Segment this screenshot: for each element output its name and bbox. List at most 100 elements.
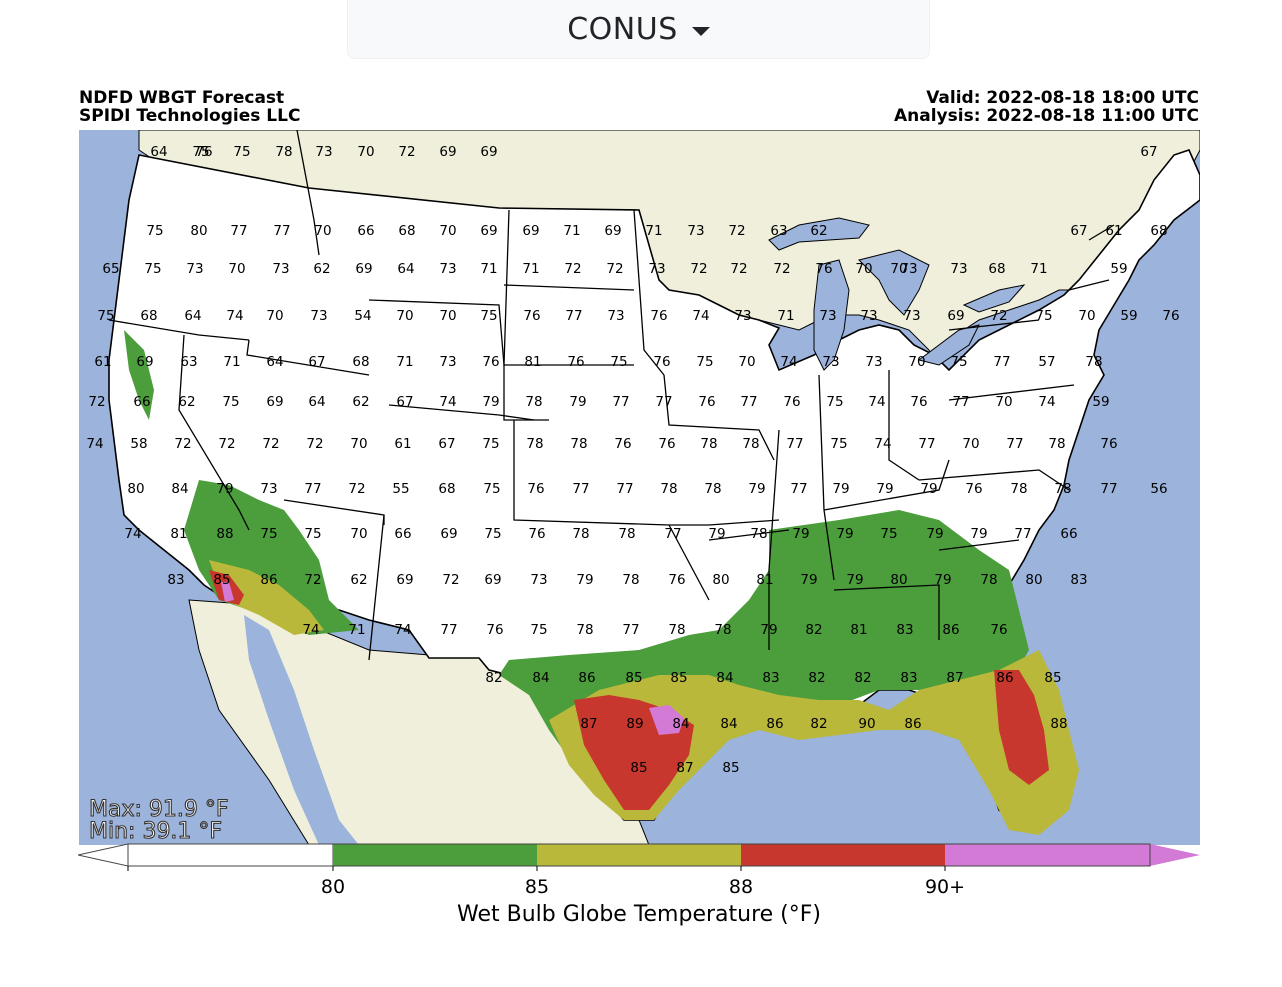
station-value: 84 bbox=[532, 670, 549, 686]
station-value: 77 bbox=[664, 526, 681, 542]
station-value: 55 bbox=[392, 481, 409, 497]
station-value: 80 bbox=[712, 572, 729, 588]
colorbar-tick-85: 85 bbox=[525, 876, 549, 898]
lake-superior bbox=[768, 217, 870, 251]
station-value: 74 bbox=[439, 394, 456, 410]
station-value: 79 bbox=[920, 481, 937, 497]
station-value: 76 bbox=[614, 436, 631, 452]
map-header-right: Valid: 2022-08-18 18:00 UTC Analysis: 20… bbox=[894, 89, 1199, 125]
station-value: 83 bbox=[167, 572, 184, 588]
station-value: 86 bbox=[942, 622, 959, 638]
station-value: 69 bbox=[947, 308, 964, 324]
station-value: 76 bbox=[195, 144, 212, 160]
station-value: 64 bbox=[397, 261, 414, 277]
station-value: 70 bbox=[995, 394, 1012, 410]
valid-time: Valid: 2022-08-18 18:00 UTC bbox=[926, 88, 1199, 108]
station-value: 79 bbox=[876, 481, 893, 497]
station-value: 79 bbox=[934, 572, 951, 588]
station-value: 85 bbox=[722, 760, 739, 776]
station-value: 65 bbox=[102, 261, 119, 277]
station-value: 78 bbox=[714, 622, 731, 638]
red-zone-florida bbox=[994, 670, 1049, 785]
colorbar-tick-80: 80 bbox=[321, 876, 345, 898]
station-value: 80 bbox=[127, 481, 144, 497]
station-value: 87 bbox=[946, 670, 963, 686]
station-value: 72 bbox=[306, 436, 323, 452]
station-value: 76 bbox=[815, 261, 832, 277]
station-value: 86 bbox=[766, 716, 783, 732]
station-value: 82 bbox=[810, 716, 827, 732]
station-value: 61 bbox=[394, 436, 411, 452]
olive-zone-gulf bbox=[549, 650, 1079, 835]
station-value: 75 bbox=[260, 526, 277, 542]
station-value: 58 bbox=[130, 436, 147, 452]
station-value: 63 bbox=[180, 354, 197, 370]
station-value: 73 bbox=[439, 354, 456, 370]
station-value: 73 bbox=[865, 354, 882, 370]
station-value: 72 bbox=[174, 436, 191, 452]
station-value: 78 bbox=[572, 526, 589, 542]
station-value: 77 bbox=[612, 394, 629, 410]
station-value: 75 bbox=[144, 261, 161, 277]
colorbar-segment-green bbox=[333, 844, 537, 866]
station-value: 72 bbox=[606, 261, 623, 277]
station-value: 69 bbox=[396, 572, 413, 588]
station-value: 72 bbox=[88, 394, 105, 410]
station-value: 68 bbox=[1150, 223, 1167, 239]
station-value: 81 bbox=[850, 622, 867, 638]
station-value: 75 bbox=[480, 308, 497, 324]
station-value: 77 bbox=[790, 481, 807, 497]
map-header-left: NDFD WBGT Forecast SPIDI Technologies LL… bbox=[79, 89, 300, 125]
station-value: 73 bbox=[734, 308, 751, 324]
station-value: 72 bbox=[218, 436, 235, 452]
station-value: 75 bbox=[880, 526, 897, 542]
station-value: 69 bbox=[440, 526, 457, 542]
colorbar-tick-88: 88 bbox=[729, 876, 753, 898]
station-value: 77 bbox=[1100, 481, 1117, 497]
station-value: 85 bbox=[1044, 670, 1061, 686]
station-value: 84 bbox=[171, 481, 188, 497]
station-value: 78 bbox=[980, 572, 997, 588]
station-value: 83 bbox=[896, 622, 913, 638]
station-value: 72 bbox=[564, 261, 581, 277]
station-value: 77 bbox=[440, 622, 457, 638]
station-value: 70 bbox=[855, 261, 872, 277]
station-value: 77 bbox=[304, 481, 321, 497]
station-value: 71 bbox=[563, 223, 580, 239]
station-value: 75 bbox=[482, 436, 499, 452]
station-value: 79 bbox=[708, 526, 725, 542]
station-value: 79 bbox=[576, 572, 593, 588]
station-value: 62 bbox=[350, 572, 367, 588]
station-value: 69 bbox=[480, 144, 497, 160]
station-value: 75 bbox=[1035, 308, 1052, 324]
min-stat: Min: 39.1 °F bbox=[89, 819, 222, 844]
station-value: 73 bbox=[272, 261, 289, 277]
station-value: 76 bbox=[486, 622, 503, 638]
station-value: 82 bbox=[485, 670, 502, 686]
station-value: 80 bbox=[890, 572, 907, 588]
station-value: 78 bbox=[576, 622, 593, 638]
station-value: 56 bbox=[1150, 481, 1167, 497]
green-zone-west-coast bbox=[124, 330, 154, 420]
station-value: 83 bbox=[900, 670, 917, 686]
station-value: 75 bbox=[696, 354, 713, 370]
station-value: 85 bbox=[670, 670, 687, 686]
station-value: 82 bbox=[854, 670, 871, 686]
station-value: 71 bbox=[396, 354, 413, 370]
station-value: 73 bbox=[819, 308, 836, 324]
station-value: 78 bbox=[526, 436, 543, 452]
station-value: 77 bbox=[616, 481, 633, 497]
region-dropdown[interactable]: CONUS bbox=[347, 0, 930, 59]
station-value: 76 bbox=[527, 481, 544, 497]
station-value: 85 bbox=[213, 572, 230, 588]
station-value: 76 bbox=[668, 572, 685, 588]
station-value: 70 bbox=[350, 526, 367, 542]
station-value: 70 bbox=[350, 436, 367, 452]
station-value: 73 bbox=[607, 308, 624, 324]
station-value: 87 bbox=[676, 760, 693, 776]
station-value: 78 bbox=[668, 622, 685, 638]
station-value: 54 bbox=[354, 308, 371, 324]
station-value: 77 bbox=[918, 436, 935, 452]
station-value: 74 bbox=[86, 436, 103, 452]
station-value: 77 bbox=[273, 223, 290, 239]
